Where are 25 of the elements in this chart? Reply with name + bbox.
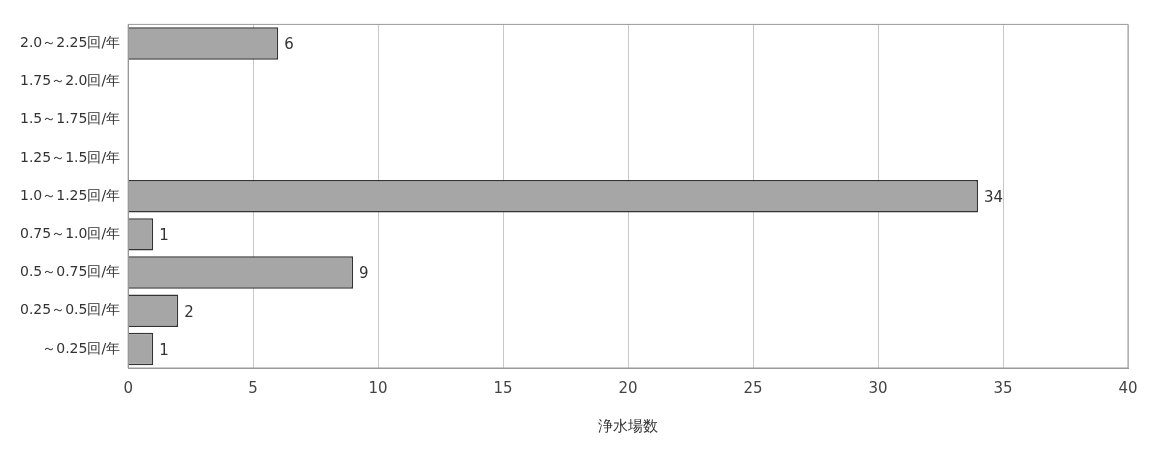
x-tick-label: 25 [743, 378, 763, 397]
x-tick-label: 30 [868, 378, 888, 397]
y-tick-label: 1.0～1.25回/年 [20, 186, 121, 203]
data-label: 2 [184, 302, 194, 321]
y-tick-label: 2.0～2.25回/年 [20, 34, 121, 51]
y-tick-label: 0.75～1.0回/年 [20, 225, 121, 242]
x-tick-label: 35 [993, 378, 1013, 397]
data-label: 1 [159, 226, 169, 245]
data-label: 6 [284, 35, 294, 54]
x-tick-label: 5 [248, 378, 258, 397]
x-tick-label: 20 [618, 378, 638, 397]
y-tick-label: 0.5～0.75回/年 [20, 263, 121, 280]
y-tick-label: 0.25～0.5回/年 [20, 301, 121, 318]
y-tick-label: 1.75～2.0回/年 [20, 72, 121, 89]
x-tick-label: 15 [493, 378, 513, 397]
data-label: 34 [984, 188, 1004, 207]
y-tick-label: 1.5～1.75回/年 [20, 110, 121, 127]
data-label: 9 [359, 264, 369, 283]
x-tick-label: 0 [123, 378, 133, 397]
y-tick-label: ～0.25回/年 [42, 339, 121, 356]
data-label: 1 [159, 340, 169, 359]
x-axis-title: 浄水場数 [598, 416, 659, 435]
y-tick-label: 1.25～1.5回/年 [20, 148, 121, 165]
x-tick-label: 40 [1118, 378, 1138, 397]
x-tick-label: 10 [368, 378, 388, 397]
